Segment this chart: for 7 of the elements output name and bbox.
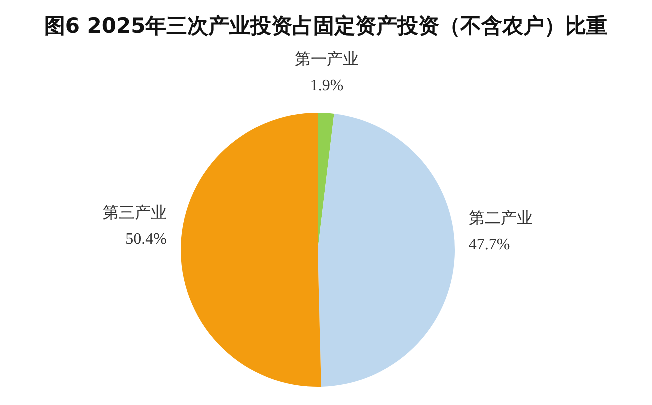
data-label: 50.4%	[126, 231, 168, 248]
slice-label: 第二产业	[468, 209, 533, 228]
data-label: 1.9%	[310, 77, 344, 94]
data-label: 47.7%	[468, 236, 510, 254]
slice-label: 第三产业	[103, 204, 168, 222]
chart-title: 图6 2025年三次产业投资占固定资产投资（不含农户）比重	[43, 13, 609, 40]
slice-label: 第一产业	[295, 50, 360, 68]
